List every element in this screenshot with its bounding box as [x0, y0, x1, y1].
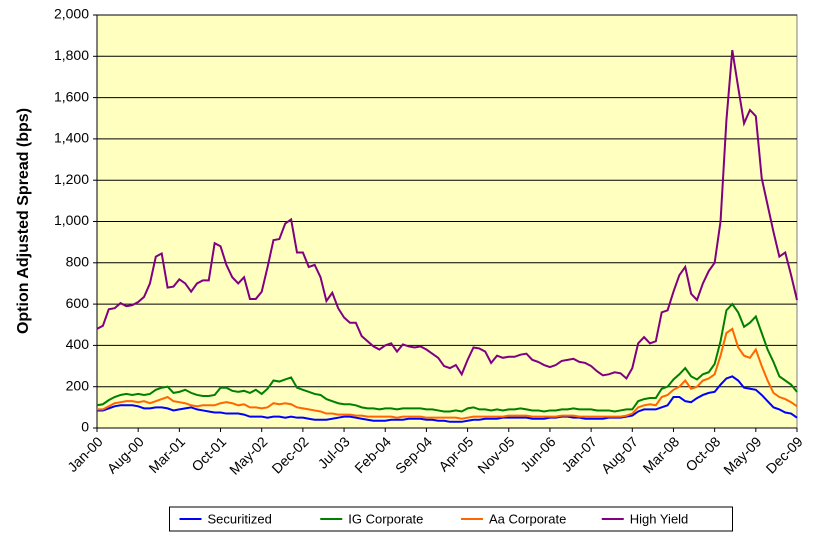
legend-label: High Yield — [630, 511, 689, 526]
y-tick-label: 1,600 — [54, 88, 89, 104]
series-line — [97, 375, 798, 423]
x-tick-label: Oct-01 — [188, 433, 229, 474]
x-tick-label: Mar-01 — [145, 433, 188, 476]
x-tick-label: Aug-00 — [104, 433, 147, 476]
y-tick-label: 400 — [66, 336, 90, 352]
x-tick-label: Jan-00 — [64, 433, 106, 475]
y-tick-label: 0 — [81, 419, 89, 435]
x-tick-label: Oct-08 — [682, 433, 723, 474]
x-tick-label: Jul-03 — [315, 433, 353, 471]
y-tick-label: 1,200 — [54, 171, 89, 187]
x-tick-label: Feb-04 — [351, 433, 394, 476]
y-tick-label: 600 — [66, 295, 90, 311]
legend-label: Securitized — [208, 511, 272, 526]
x-tick-label: Jan-07 — [558, 433, 600, 475]
x-tick-label: Apr-05 — [435, 433, 476, 474]
y-tick-label: 1,800 — [54, 47, 89, 63]
x-tick-label: Nov-05 — [474, 433, 517, 476]
y-tick-label: 1,000 — [54, 212, 89, 228]
x-tick-label: Aug-07 — [598, 433, 641, 476]
x-tick-label: Dec-09 — [763, 433, 806, 476]
legend-label: Aa Corporate — [489, 511, 566, 526]
y-tick-label: 1,400 — [54, 130, 89, 146]
legend-box — [169, 506, 733, 532]
y-tick-label: 200 — [66, 377, 90, 393]
legend-label: IG Corporate — [348, 511, 423, 526]
series-line — [97, 327, 798, 420]
y-axis-label: Option Adjusted Spread (bps) — [15, 108, 32, 334]
x-tick-label: Mar-08 — [640, 433, 683, 476]
series-line — [96, 302, 798, 413]
x-tick-label: May-02 — [226, 433, 270, 477]
x-tick-label: Jun-06 — [517, 433, 559, 475]
x-tick-label: Dec-02 — [268, 433, 311, 476]
y-tick-label: 800 — [66, 254, 90, 270]
y-tick-label: 2,000 — [54, 6, 89, 22]
x-tick-label: Sep-04 — [392, 433, 435, 476]
series-line — [96, 49, 798, 381]
x-tick-label: May-09 — [720, 433, 764, 477]
